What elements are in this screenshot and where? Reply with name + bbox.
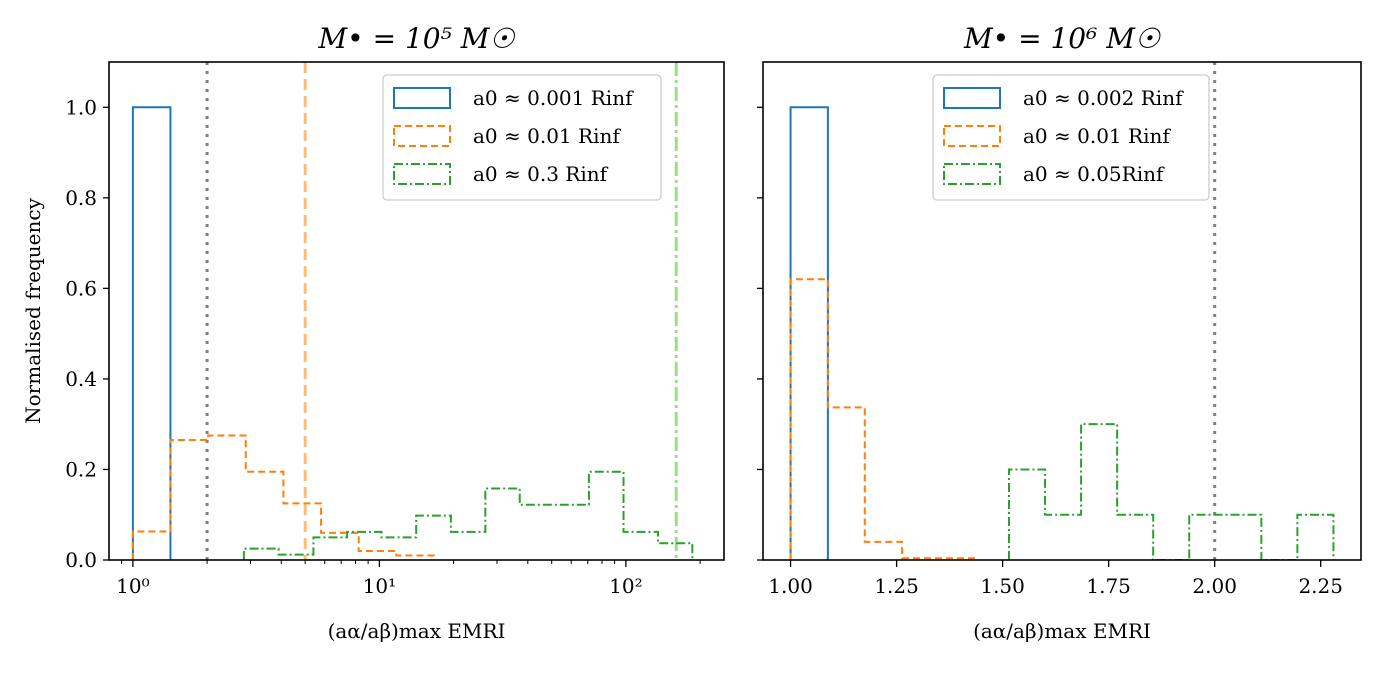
axes-frame <box>762 61 1362 561</box>
axes-frame <box>108 61 725 561</box>
y-tick-label: 1.0 <box>65 95 97 119</box>
legend-label-2: a0 ≈ 0.3 Rinf <box>473 162 609 186</box>
histogram-series-0 <box>789 106 829 560</box>
right-panel: 1.00 1.25 1.50 1.75 2.00 2.25 M• = 10⁶ M☉ (aα/a… <box>757 22 1362 643</box>
x-tick-label: 10¹ <box>363 574 396 598</box>
legend-label-1: a0 ≈ 0.01 Rinf <box>1023 124 1171 148</box>
histogram-series-2 <box>1007 423 1335 560</box>
plot-area <box>131 62 694 560</box>
plot-area <box>789 62 1335 560</box>
y-tick-label: 0.8 <box>65 186 97 210</box>
histogram-series-0 <box>131 106 172 560</box>
legend-swatch-2 <box>393 163 451 185</box>
x-tick-label: 2.25 <box>1298 574 1343 598</box>
legend-label-0: a0 ≈ 0.001 Rinf <box>473 86 634 110</box>
x-axis-label: (aα/aβ)max EMRI <box>973 619 1151 643</box>
y-axis-label: Normalised frequency <box>21 197 45 423</box>
legend-frame <box>382 74 662 201</box>
x-tick-label: 1.75 <box>1086 574 1131 598</box>
x-tick-label: 2.00 <box>1192 574 1237 598</box>
y-tick-label: 0.4 <box>65 367 97 391</box>
legend-swatch-1 <box>393 125 451 147</box>
legend-swatch-2 <box>943 163 1001 185</box>
left-panel: 0.0 0.2 0.4 0.6 0.8 1.0 10⁰ 10¹ 10² M• = 10⁵ M☉ (a… <box>21 22 725 643</box>
legend-swatch-0 <box>393 87 451 109</box>
legend-label-1: a0 ≈ 0.01 Rinf <box>473 124 621 148</box>
legend-swatch-1 <box>943 125 1001 147</box>
panel-title: M• = 10⁶ M☉ <box>963 22 1162 55</box>
y-tick-label: 0.6 <box>65 276 97 300</box>
legend: a0 ≈ 0.001 Rinf a0 ≈ 0.01 Rinf a0 ≈ 0.3 Ri… <box>382 74 662 201</box>
x-axis-label: (aα/aβ)max EMRI <box>328 619 506 643</box>
x-tick-label: 1.50 <box>980 574 1025 598</box>
legend-label-0: a0 ≈ 0.002 Rinf <box>1023 86 1184 110</box>
x-tick-label: 1.00 <box>768 574 813 598</box>
legend: a0 ≈ 0.002 Rinf a0 ≈ 0.01 Rinf a0 ≈ 0.05Ri… <box>932 74 1210 201</box>
legend-frame <box>932 74 1210 201</box>
y-tick-label: 0.0 <box>65 548 97 572</box>
y-tick-label: 0.2 <box>65 457 97 481</box>
legend-swatch-0 <box>943 87 1001 109</box>
panel-title: M• = 10⁵ M☉ <box>318 22 517 55</box>
histogram-series-1 <box>131 434 435 560</box>
x-tick-label: 10⁰ <box>116 574 149 598</box>
x-tick-label: 1.25 <box>874 574 919 598</box>
histogram-series-2 <box>242 470 694 560</box>
x-tick-label: 10² <box>609 574 642 598</box>
histogram-series-1 <box>789 278 978 560</box>
legend-label-2: a0 ≈ 0.05Rinf <box>1023 162 1165 186</box>
